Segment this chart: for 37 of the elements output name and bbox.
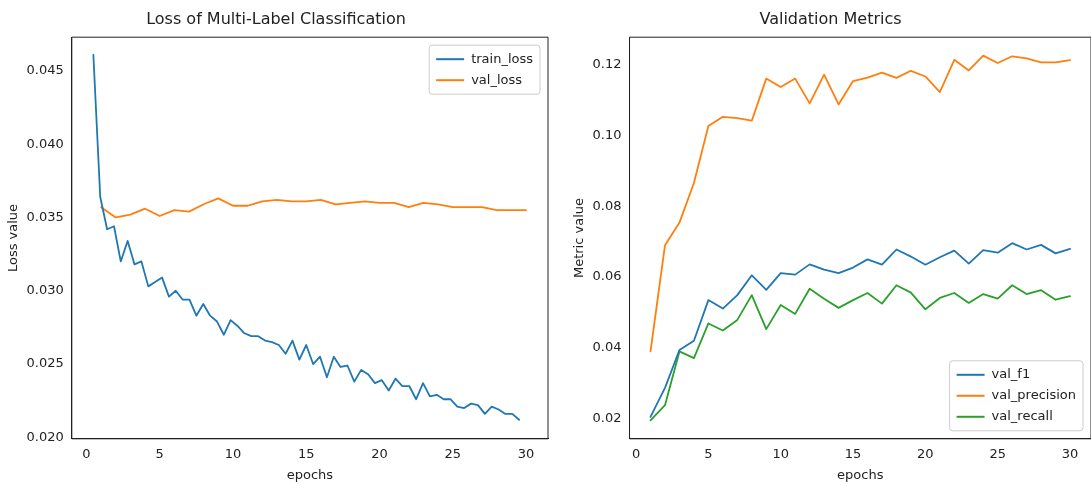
x-tick-label: 10 — [772, 445, 789, 461]
y-tick-label: 0.08 — [592, 197, 622, 213]
x-tick-label: 0 — [82, 445, 91, 461]
x-axis-title: epochs — [837, 466, 884, 482]
x-tick-label: 30 — [1061, 445, 1079, 461]
x-tick-label: 5 — [704, 445, 713, 461]
y-axis-title: Loss value — [5, 203, 21, 273]
y-tick-label: 0.035 — [26, 208, 64, 224]
y-tick-label: 0.06 — [592, 268, 622, 284]
x-tick-label: 5 — [155, 445, 164, 461]
y-tick-label: 0.02 — [592, 410, 622, 426]
y-tick-label: 0.045 — [26, 62, 64, 78]
x-tick-label: 15 — [844, 445, 862, 461]
y-tick-label: 0.030 — [26, 282, 64, 298]
legend-label: val_f1 — [991, 366, 1031, 382]
legend-label: val_recall — [991, 408, 1053, 424]
legend-label: val_loss — [471, 71, 523, 87]
y-tick-label: 0.04 — [592, 339, 622, 355]
x-tick-label: 15 — [297, 445, 315, 461]
legend-label: train_loss — [471, 50, 534, 66]
y-tick-label: 0.020 — [26, 428, 64, 444]
chart-title: Validation Metrics — [759, 8, 902, 28]
y-axis-title: Metric value — [571, 197, 587, 279]
chart-title: Loss of Multi-Label Classification — [146, 8, 406, 28]
x-axis-title: epochs — [286, 466, 334, 482]
x-tick-label: 20 — [917, 445, 934, 461]
x-tick-label: 10 — [224, 445, 242, 461]
y-tick-label: 0.040 — [26, 135, 64, 151]
x-tick-label: 25 — [989, 445, 1006, 461]
x-tick-label: 0 — [631, 445, 641, 461]
y-tick-label: 0.12 — [592, 56, 622, 72]
x-tick-label: 30 — [517, 445, 535, 461]
y-tick-label: 0.10 — [592, 126, 622, 142]
x-tick-label: 25 — [444, 445, 462, 461]
x-tick-label: 20 — [371, 445, 388, 461]
legend-label: val_precision — [991, 387, 1076, 403]
y-tick-label: 0.025 — [26, 355, 64, 371]
